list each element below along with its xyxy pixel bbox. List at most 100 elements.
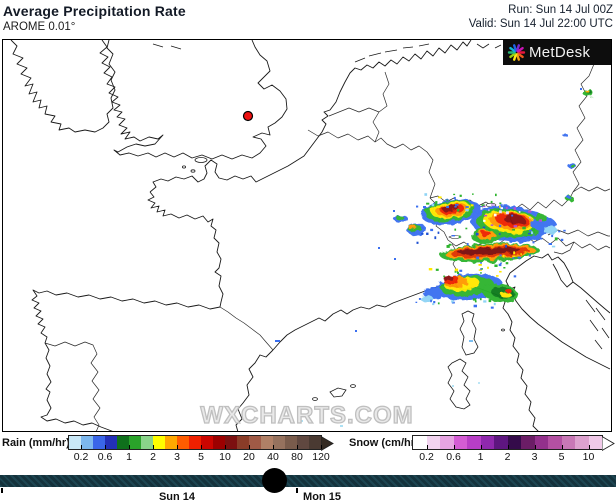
tick-label: 1	[477, 451, 484, 463]
timeline-day-label[interactable]: Mon 15	[303, 491, 341, 503]
precip-speck	[465, 227, 468, 230]
precip-speck	[500, 262, 502, 265]
tick-label: 5	[198, 451, 204, 463]
precip-speck	[528, 254, 531, 257]
precip-speck	[467, 243, 469, 246]
precip-blob	[458, 247, 520, 255]
precip-speck	[472, 298, 477, 301]
precip-speck	[470, 204, 474, 207]
precip-blob	[535, 214, 547, 222]
precip-speck	[499, 205, 501, 208]
color-segment	[153, 436, 165, 449]
precip-speck	[508, 237, 512, 239]
precip-speck	[551, 245, 556, 248]
precip-speck	[431, 203, 435, 207]
precip-blob	[408, 224, 416, 230]
precip-blob	[543, 226, 557, 234]
precip-dot	[378, 247, 380, 249]
tick-label: 40	[267, 451, 279, 463]
precip-speck	[491, 204, 495, 207]
timeline-tick	[1, 488, 3, 493]
color-segment	[426, 436, 440, 449]
precip-dot	[340, 425, 343, 427]
precip-speck	[505, 262, 509, 265]
precip-speck	[500, 207, 503, 210]
precip-speck	[499, 202, 502, 205]
precip-speck	[499, 210, 502, 214]
precip-speck	[459, 269, 463, 272]
tick-label: 0.2	[419, 451, 434, 463]
precip-speck	[454, 206, 457, 208]
color-segment	[521, 436, 535, 449]
precip-speck	[532, 241, 535, 244]
precip-speck	[513, 275, 517, 278]
tick-label: 3	[174, 451, 180, 463]
precip-speck	[499, 254, 502, 257]
precip-speck	[455, 204, 459, 206]
color-segment	[413, 436, 427, 449]
precip-speck	[495, 193, 497, 197]
precip-blob	[570, 164, 576, 168]
coastlines	[10, 40, 611, 431]
precip-speck	[481, 204, 485, 207]
tick-label: 10	[582, 451, 595, 463]
color-segment	[440, 436, 454, 449]
color-segment	[548, 436, 562, 449]
precip-speck	[539, 219, 542, 222]
precip-speck	[437, 231, 440, 234]
precip-speck	[430, 299, 432, 303]
precip-speck	[459, 194, 462, 197]
precip-dot	[469, 340, 473, 342]
color-segment	[189, 436, 201, 449]
precip-speck	[512, 257, 515, 259]
precip-speck	[415, 301, 418, 303]
tick-label: 80	[291, 451, 303, 463]
precip-speck	[511, 214, 514, 217]
color-segment	[129, 436, 141, 449]
timeline-bar[interactable]	[0, 475, 616, 487]
tick-mark	[426, 445, 428, 449]
color-segment	[249, 436, 261, 449]
color-segment	[494, 436, 508, 449]
precip-speck	[478, 239, 482, 242]
precip-speck	[454, 228, 457, 231]
precip-speck	[494, 264, 498, 267]
precip-speck	[480, 272, 482, 274]
precip-speck	[502, 254, 505, 258]
precip-speck	[475, 232, 479, 236]
timeline-knob[interactable]	[261, 468, 287, 493]
location-marker[interactable]	[242, 110, 254, 122]
precip-speck	[528, 210, 532, 213]
tick-mark	[297, 445, 298, 449]
precip-speck	[480, 268, 483, 270]
tick-mark	[201, 445, 202, 449]
page-title: Average Precipitation Rate	[3, 3, 186, 19]
precip-speck	[554, 237, 558, 241]
precip-speck	[437, 302, 440, 305]
tick-mark	[561, 445, 563, 449]
precip-speck	[478, 269, 482, 271]
precip-speck	[499, 270, 502, 273]
tick-mark	[153, 445, 154, 449]
precip-speck	[480, 262, 482, 264]
precip-speck	[416, 241, 419, 244]
timeline-day-label[interactable]: Sun 14	[158, 491, 196, 503]
color-segment	[141, 436, 153, 449]
precip-speck	[473, 304, 477, 308]
precip-speck	[527, 236, 531, 239]
precip-speck	[446, 205, 449, 209]
snow-tick-labels: 0.2 0.6 1 2 3 5 10	[412, 450, 603, 463]
precip-speck	[451, 235, 455, 237]
precip-speck	[512, 255, 516, 257]
precip-speck	[433, 207, 437, 209]
model-subtitle: AROME 0.01°	[3, 21, 76, 33]
precip-blob	[396, 215, 404, 221]
precip-dot	[580, 88, 582, 90]
run-valid-block: Run: Sun 14 Jul 00Z Valid: Sun 14 Jul 22…	[469, 3, 613, 31]
color-segment	[285, 436, 297, 449]
logo-starburst-icon	[507, 44, 526, 61]
tick-mark	[225, 445, 226, 449]
precip-speck	[433, 301, 436, 304]
precip-speck	[430, 228, 434, 232]
precip-speck	[435, 201, 438, 204]
